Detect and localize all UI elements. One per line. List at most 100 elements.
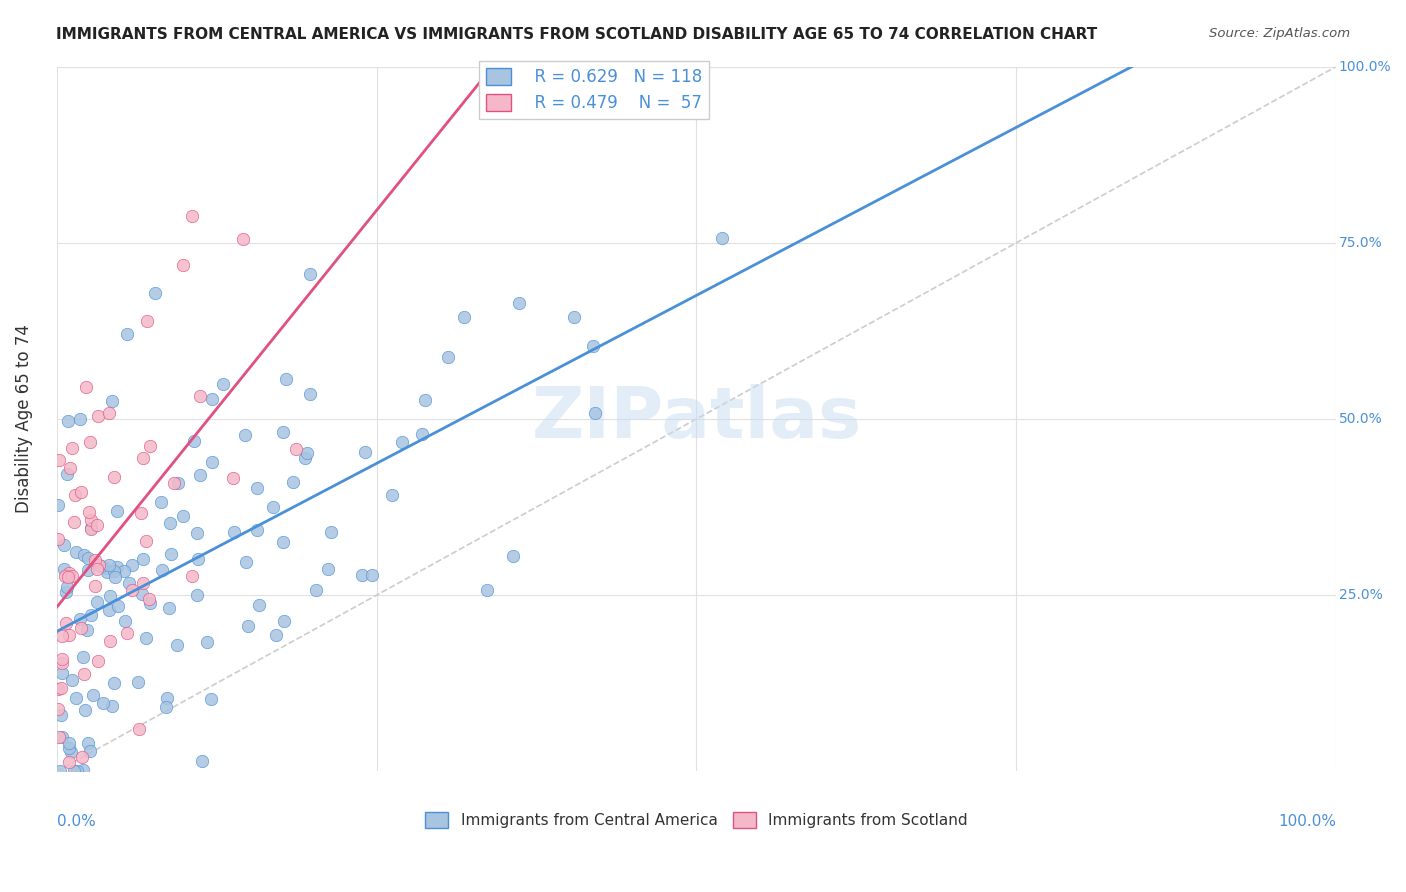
Point: [155, 700, 177, 714]
Point: [128, 723, 150, 737]
Text: 50.0%: 50.0%: [1339, 412, 1382, 426]
Point: [391, 434, 413, 449]
Point: [562, 310, 585, 324]
Point: [83, 579, 105, 593]
Point: [127, 675, 149, 690]
Point: [101, 698, 124, 713]
Point: [86, 562, 108, 576]
Point: [60, 569, 83, 583]
Point: [156, 690, 179, 705]
Point: [195, 635, 218, 649]
Point: [360, 568, 382, 582]
Y-axis label: Disability Age 65 to 74: Disability Age 65 to 74: [15, 325, 32, 514]
Point: [247, 598, 270, 612]
Point: [58, 628, 80, 642]
Point: [183, 434, 205, 448]
Point: [273, 615, 295, 629]
Text: ZIPatlas: ZIPatlas: [531, 384, 862, 453]
Point: [51, 665, 73, 680]
Point: [139, 596, 162, 610]
Point: [98, 558, 121, 572]
Point: [107, 599, 129, 614]
Point: [118, 575, 141, 590]
Point: [159, 516, 181, 530]
Point: [295, 446, 318, 460]
Point: [70, 620, 93, 634]
Point: [75, 703, 97, 717]
Point: [46, 682, 69, 697]
Point: [80, 513, 103, 527]
Point: [411, 426, 433, 441]
Point: [75, 380, 97, 394]
Point: [583, 406, 606, 420]
Point: [49, 708, 72, 723]
Point: [82, 688, 104, 702]
Point: [65, 764, 87, 779]
Point: [264, 628, 287, 642]
Point: [97, 406, 120, 420]
Point: [150, 563, 173, 577]
Point: [55, 615, 77, 630]
Point: [51, 652, 73, 666]
Point: [60, 441, 83, 455]
Point: [69, 412, 91, 426]
Point: [135, 534, 157, 549]
Point: [48, 453, 70, 467]
Point: [502, 549, 524, 564]
Point: [52, 538, 75, 552]
Point: [59, 461, 82, 475]
Point: [63, 515, 86, 529]
Point: [51, 731, 73, 745]
Text: 25.0%: 25.0%: [1339, 588, 1382, 602]
Point: [121, 558, 143, 572]
Point: [49, 764, 72, 779]
Point: [186, 525, 208, 540]
Point: [60, 673, 83, 687]
Point: [59, 745, 82, 759]
Point: [105, 504, 128, 518]
Point: [63, 488, 86, 502]
Point: [188, 389, 211, 403]
Point: [80, 522, 103, 536]
Point: [131, 587, 153, 601]
Text: Source: ZipAtlas.com: Source: ZipAtlas.com: [1209, 27, 1350, 40]
Point: [132, 551, 155, 566]
Point: [89, 558, 111, 572]
Point: [160, 547, 183, 561]
Point: [299, 387, 322, 401]
Point: [477, 583, 499, 598]
Text: 100.0%: 100.0%: [1339, 60, 1392, 74]
Point: [115, 625, 138, 640]
Point: [181, 209, 204, 223]
Point: [582, 339, 605, 353]
Text: 0.0%: 0.0%: [56, 814, 96, 829]
Point: [79, 521, 101, 535]
Point: [112, 564, 135, 578]
Point: [94, 560, 117, 574]
Point: [53, 569, 76, 583]
Point: [437, 350, 460, 364]
Point: [72, 749, 94, 764]
Point: [167, 476, 190, 491]
Point: [187, 552, 209, 566]
Point: [172, 258, 194, 272]
Point: [222, 524, 245, 539]
Point: [58, 570, 80, 584]
Point: [76, 623, 98, 637]
Point: [90, 558, 112, 573]
Point: [186, 588, 208, 602]
Point: [132, 576, 155, 591]
Point: [235, 555, 257, 569]
Point: [103, 564, 125, 578]
Text: IMMIGRANTS FROM CENTRAL AMERICA VS IMMIGRANTS FROM SCOTLAND DISABILITY AGE 65 TO: IMMIGRANTS FROM CENTRAL AMERICA VS IMMIG…: [56, 27, 1098, 42]
Point: [103, 469, 125, 483]
Point: [271, 535, 294, 549]
Point: [72, 763, 94, 777]
Point: [70, 484, 93, 499]
Point: [163, 476, 186, 491]
Point: [271, 425, 294, 439]
Point: [56, 467, 79, 482]
Point: [284, 442, 307, 456]
Point: [453, 310, 475, 325]
Point: [87, 654, 110, 668]
